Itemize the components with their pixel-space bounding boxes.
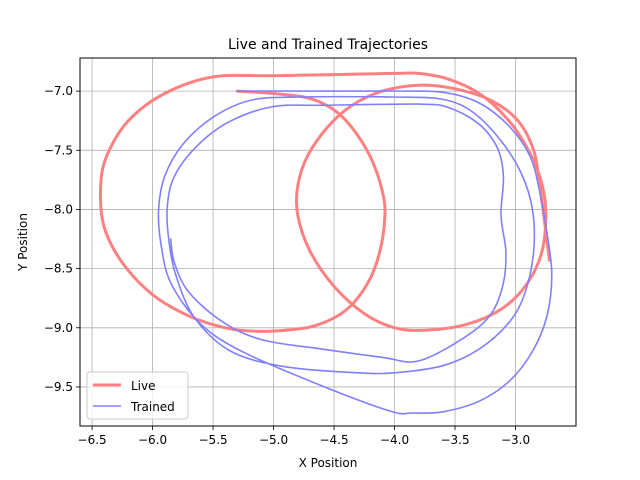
grid xyxy=(80,58,576,426)
x-axis-label: X Position xyxy=(299,456,358,470)
plot-frame xyxy=(79,57,577,427)
legend-label-trained: Trained xyxy=(130,400,175,414)
y-tick-label: −9.5 xyxy=(44,380,73,394)
x-tick-label: −6.0 xyxy=(138,433,167,447)
x-tick-label: −4.0 xyxy=(380,433,409,447)
x-tick-label: −5.0 xyxy=(259,433,288,447)
series-layer xyxy=(98,71,553,415)
y-tick-label: −8.0 xyxy=(44,202,73,216)
x-tick-label: −4.5 xyxy=(319,433,348,447)
y-axis-label: Y Position xyxy=(16,213,30,272)
y-tick-label: −7.0 xyxy=(44,84,73,98)
chart-title: Live and Trained Trajectories xyxy=(228,37,428,53)
y-tick-label: −9.0 xyxy=(44,321,73,335)
series-line-trained xyxy=(157,90,553,415)
y-tick-label: −8.5 xyxy=(44,262,73,276)
x-tick-label: −5.5 xyxy=(199,433,228,447)
series-line-live xyxy=(98,71,551,333)
x-tick-label: −3.0 xyxy=(501,433,530,447)
y-tick-label: −7.5 xyxy=(44,143,73,157)
legend-label-live: Live xyxy=(131,379,156,393)
legend: Live Trained xyxy=(86,371,189,420)
ticks: −6.5 −6.0 −5.5 −5.0 −4.5 −4.0 −3.5 −3.0 −7.0 −7.5… xyxy=(44,84,530,447)
x-tick-label: −3.5 xyxy=(440,433,469,447)
x-tick-label: −6.5 xyxy=(78,433,107,447)
